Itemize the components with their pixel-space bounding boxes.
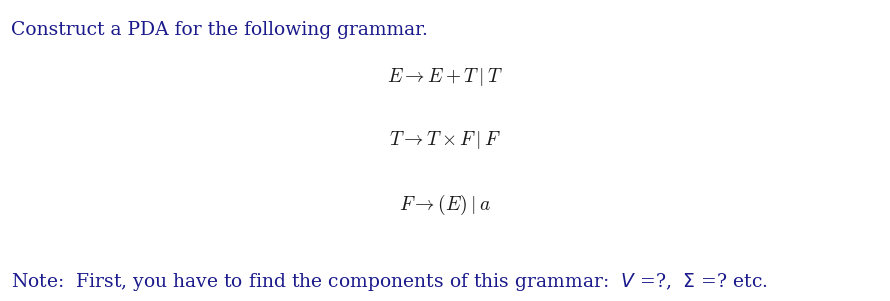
Text: Construct a PDA for the following grammar.: Construct a PDA for the following gramma… bbox=[11, 21, 427, 39]
Text: $F \rightarrow (E) \mid a$: $F \rightarrow (E) \mid a$ bbox=[399, 193, 491, 217]
Text: Note:  First, you have to find the components of this grammar:  $V$ =?,  $\Sigma: Note: First, you have to find the compon… bbox=[11, 271, 767, 293]
Text: $E \rightarrow E + T \mid T$: $E \rightarrow E + T \mid T$ bbox=[387, 66, 503, 88]
Text: $T \rightarrow T \times F \mid F$: $T \rightarrow T \times F \mid F$ bbox=[389, 129, 501, 151]
